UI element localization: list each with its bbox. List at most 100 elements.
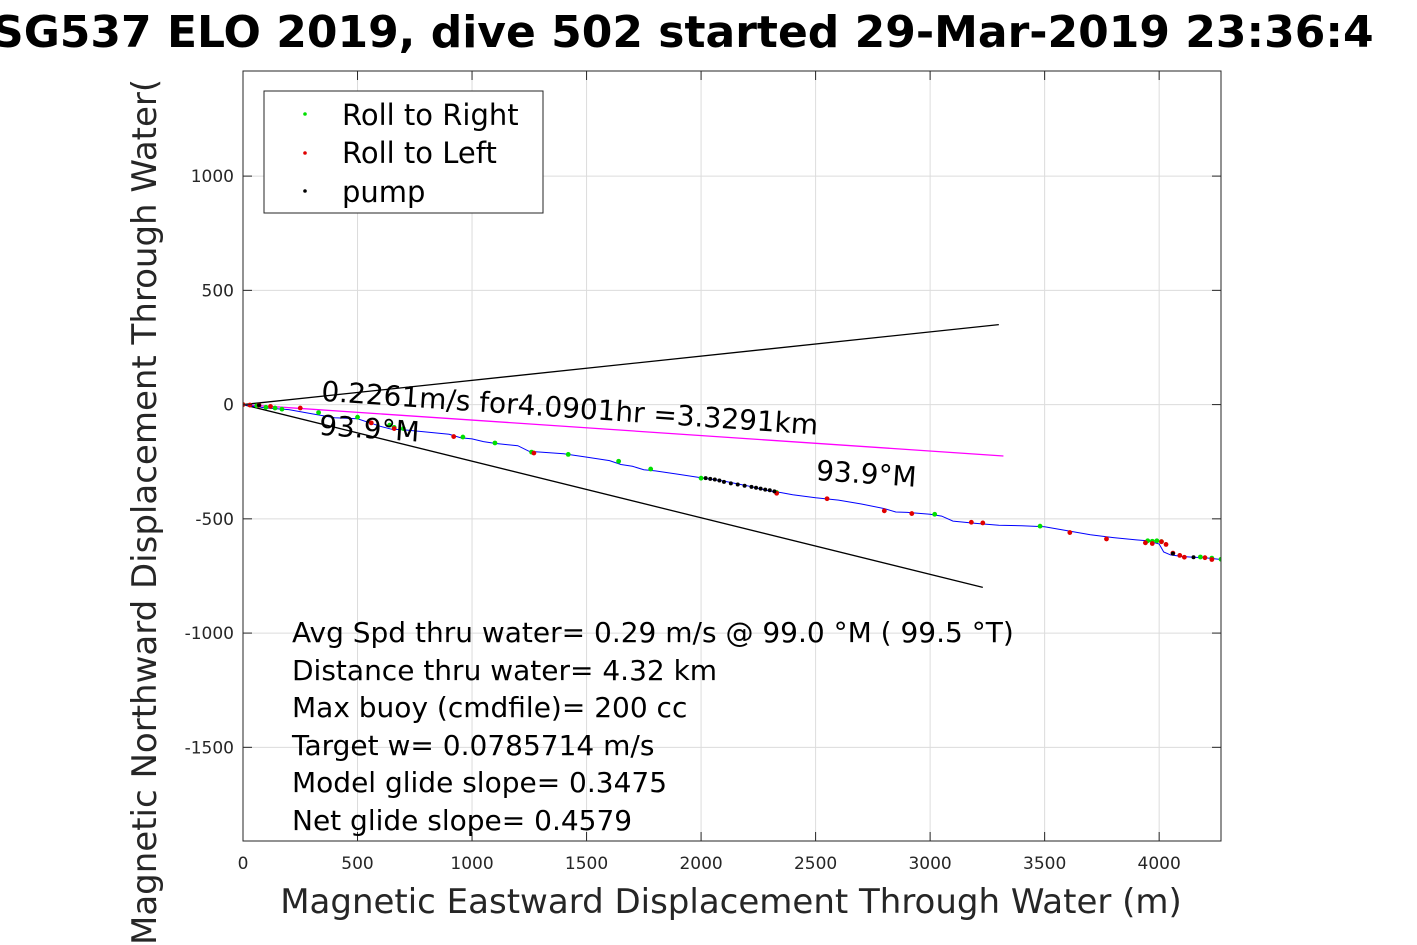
roll-right-point	[616, 458, 622, 464]
reference-line	[243, 403, 1004, 457]
stats-line-model-glide: Model glide slope= 0.3475	[292, 766, 667, 799]
pump-point	[735, 482, 740, 487]
roll-left-point	[1104, 536, 1109, 542]
x-tick-label: 1500	[565, 854, 608, 874]
pump-point	[763, 487, 768, 492]
roll-right-point	[565, 452, 571, 457]
x-axis-label: Magnetic Eastward Displacement Through W…	[280, 882, 1182, 922]
reference-line	[243, 323, 999, 406]
roll-left-point	[368, 420, 374, 426]
pump-point	[767, 488, 772, 493]
roll-right-point	[648, 466, 654, 472]
roll-left-point	[1202, 555, 1208, 561]
pump-point	[754, 485, 759, 490]
pump-point	[257, 403, 262, 408]
x-tick-label: 1000	[450, 854, 493, 874]
roll-left-point	[1143, 540, 1148, 546]
roll-left-point	[1159, 539, 1164, 545]
pump-point	[712, 477, 717, 482]
stats-line-target-w: Target w= 0.0785714 m/s	[291, 729, 654, 762]
stats-block: Avg Spd thru water= 0.29 m/s @ 99.0 °M (…	[291, 616, 1014, 837]
pump-point	[749, 484, 754, 489]
annotation-label: 93.9°M	[318, 409, 421, 449]
pump-point	[758, 486, 763, 491]
stats-line-net-glide: Net glide slope= 0.4579	[292, 804, 632, 837]
roll-right-point	[932, 511, 938, 517]
legend-label-roll-left: Roll to Left	[342, 136, 497, 170]
legend-box	[263, 90, 544, 214]
x-tick-label: 2000	[679, 854, 722, 874]
roll-left-point	[824, 496, 830, 502]
roll-right-point	[492, 440, 498, 446]
pump-point	[1170, 551, 1175, 556]
track-line	[243, 404, 1221, 560]
x-tick-label: 2500	[794, 854, 837, 874]
roll-left-point	[1181, 554, 1187, 560]
legend-label-roll-right: Roll to Right	[342, 98, 519, 132]
roll-right-point	[279, 406, 285, 412]
y-axis-label: Magnetic Northward Displacement Through …	[125, 79, 165, 945]
marker-series	[243, 402, 1221, 562]
pump-point	[717, 478, 722, 483]
roll-right-point	[1154, 538, 1160, 544]
reference-lines	[243, 323, 1004, 589]
roll-left-point	[1209, 557, 1215, 562]
stats-line-avg-speed: Avg Spd thru water= 0.29 m/s @ 99.0 °M (…	[292, 616, 1014, 649]
y-tick-label: -1000	[185, 624, 234, 644]
roll-right-point	[387, 422, 392, 428]
stats-line-max-buoy: Max buoy (cmdfile)= 200 cc	[292, 691, 687, 724]
roll-right-point	[1037, 523, 1043, 529]
chart-title: SG537 ELO 2019, dive 502 started 29-Mar-…	[0, 7, 1374, 58]
roll-right-point	[355, 414, 360, 420]
stats-line-distance: Distance thru water= 4.32 km	[292, 654, 717, 687]
pump-point	[1191, 555, 1196, 560]
pump-point	[772, 489, 777, 494]
roll-right-point	[263, 404, 269, 410]
roll-left-point	[881, 508, 887, 514]
y-tick-label: 1000	[191, 167, 234, 187]
y-tick-label: -1500	[185, 738, 234, 758]
roll-right-point	[1197, 554, 1203, 560]
legend: Roll to Right Roll to Left pump	[263, 90, 544, 214]
track-series	[243, 404, 1221, 560]
roll-left-point	[1163, 542, 1169, 547]
pump-point	[728, 481, 733, 486]
roll-right-point	[272, 405, 278, 411]
axis-ticks: 0 500 1000 1500 2000 2500 3000 3500 4000 1000 500 0…	[185, 71, 1221, 874]
x-tick-label: 3500	[1023, 854, 1066, 874]
roll-left-point	[391, 426, 397, 431]
roll-right-point	[1218, 556, 1221, 562]
roll-left-point	[1067, 530, 1073, 535]
roll-left-point	[531, 450, 537, 456]
roll-left-point	[980, 520, 986, 526]
x-tick-label: 3000	[908, 854, 951, 874]
annotation-label: 93.9°M	[815, 454, 918, 494]
y-tick-label: -500	[195, 510, 234, 530]
roll-left-point	[268, 404, 273, 409]
x-tick-label: 4000	[1138, 854, 1181, 874]
roll-left-point	[297, 405, 303, 411]
pump-point	[721, 479, 726, 484]
reference-line	[243, 403, 983, 589]
y-tick-label: 0	[223, 396, 234, 416]
roll-right-point	[698, 475, 704, 481]
legend-marker-pump	[303, 189, 307, 193]
x-tick-label: 0	[238, 854, 249, 874]
pump-point	[703, 476, 708, 481]
roll-left-point	[909, 511, 915, 516]
roll-left-point	[1177, 552, 1183, 558]
plot-frame	[242, 70, 1222, 842]
legend-label-pump: pump	[342, 175, 425, 209]
legend-marker-roll-left	[303, 151, 307, 155]
pump-point	[742, 483, 747, 488]
y-tick-label: 500	[202, 281, 234, 301]
roll-left-point	[1149, 541, 1155, 546]
roll-right-point	[316, 410, 321, 415]
pump-point	[708, 476, 713, 481]
roll-left-point	[451, 434, 457, 439]
legend-marker-roll-right	[303, 112, 307, 116]
roll-right-point	[400, 426, 406, 431]
roll-left-point	[968, 519, 974, 525]
roll-right-point	[460, 434, 466, 440]
